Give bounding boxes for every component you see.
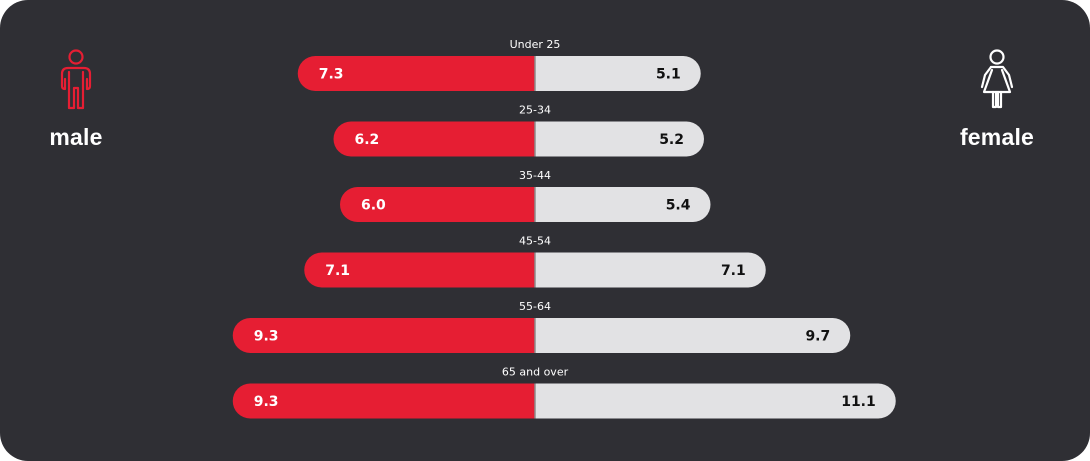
female-value-label: 5.2 xyxy=(659,132,684,148)
female-bar xyxy=(535,252,766,288)
female-value-label: 7.1 xyxy=(721,263,746,279)
male-value-label: 9.3 xyxy=(254,329,279,345)
male-value-label: 7.1 xyxy=(325,263,350,279)
category-label: 45-54 xyxy=(519,235,551,248)
female-person-icon xyxy=(927,48,1067,110)
female-bar xyxy=(535,121,704,157)
category-label: 65 and over xyxy=(502,366,569,379)
category-label: Under 25 xyxy=(510,38,561,51)
female-legend: female xyxy=(927,48,1067,151)
male-value-label: 7.3 xyxy=(319,67,344,83)
male-label: male xyxy=(49,124,103,150)
male-bar xyxy=(297,56,535,91)
male-bar xyxy=(232,318,535,353)
female-bar xyxy=(535,56,701,91)
female-value-label: 11.1 xyxy=(841,394,876,410)
male-bar xyxy=(333,121,535,157)
category-label: 55-64 xyxy=(519,300,551,313)
female-value-label: 5.1 xyxy=(656,67,681,83)
category-label: 35-44 xyxy=(519,169,551,182)
female-label: female xyxy=(959,124,1035,150)
male-bar xyxy=(232,383,535,419)
male-legend: male xyxy=(6,48,146,151)
female-bar xyxy=(535,318,851,353)
female-value-label: 9.7 xyxy=(805,329,830,345)
male-bar xyxy=(340,187,535,222)
female-bar xyxy=(535,383,896,419)
male-value-label: 9.3 xyxy=(254,394,279,410)
category-label: 25-34 xyxy=(519,104,551,117)
male-value-label: 6.0 xyxy=(361,198,386,214)
female-value-label: 5.4 xyxy=(666,198,691,214)
female-bar xyxy=(535,187,711,222)
male-bar xyxy=(304,252,535,288)
male-value-label: 6.2 xyxy=(355,132,380,148)
male-person-icon xyxy=(6,48,146,110)
